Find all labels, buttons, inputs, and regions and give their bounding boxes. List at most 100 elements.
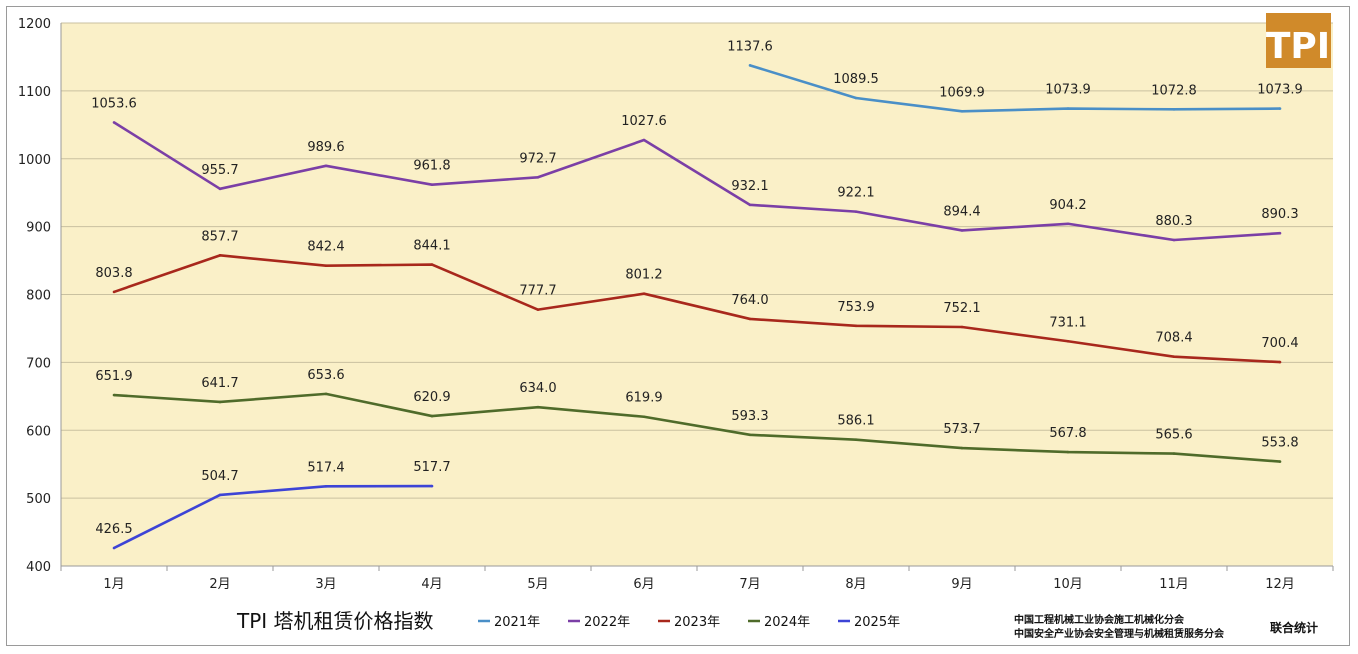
series-line-2022年 xyxy=(113,121,1281,242)
data-point xyxy=(748,64,752,67)
data-point xyxy=(642,138,646,142)
legend-label: 2025年 xyxy=(854,615,900,630)
data-label: 1137.6 xyxy=(727,39,773,54)
data-point xyxy=(1172,452,1176,455)
data-point xyxy=(854,438,858,441)
data-label: 932.1 xyxy=(731,179,768,194)
data-label: 567.8 xyxy=(1049,426,1086,441)
y-tick-label: 600 xyxy=(26,424,51,439)
data-label: 1073.9 xyxy=(1257,83,1303,98)
data-label: 573.7 xyxy=(943,422,980,437)
tpi-logo: TPI xyxy=(1266,13,1331,68)
data-point xyxy=(218,254,222,257)
data-labels: 1137.6 1089.5 1069.9 1073.9 1072.8 1073.9 1053… xyxy=(91,39,1303,537)
x-tick-label: 4月 xyxy=(421,577,442,592)
data-point xyxy=(112,546,116,550)
data-label: 955.7 xyxy=(201,163,238,178)
data-point xyxy=(1278,460,1282,463)
data-point xyxy=(218,400,222,404)
y-tick-label: 800 xyxy=(26,289,51,304)
org-line-2: 中国安全产业协会安全管理与机械租赁服务分会 xyxy=(1014,627,1224,640)
data-label: 586.1 xyxy=(837,414,874,429)
y-tick-label: 700 xyxy=(26,356,51,371)
series-line-2023年 xyxy=(113,254,1281,364)
data-point xyxy=(1172,108,1176,111)
data-label: 619.9 xyxy=(625,391,662,406)
data-point xyxy=(536,308,540,311)
data-label: 890.3 xyxy=(1261,207,1298,222)
legend: 2021年 2022年 2023年 2024年 2025年 xyxy=(478,615,900,630)
y-tick-label: 500 xyxy=(26,492,51,507)
data-point xyxy=(1278,107,1282,110)
data-label: 641.7 xyxy=(201,376,238,391)
data-label: 504.7 xyxy=(201,469,238,484)
data-label: 517.7 xyxy=(413,460,450,475)
data-point xyxy=(112,393,116,397)
x-tick-label: 9月 xyxy=(951,577,972,592)
x-tick-label: 3月 xyxy=(315,577,336,592)
data-point xyxy=(112,121,116,124)
data-point xyxy=(1066,222,1070,226)
data-label: 803.8 xyxy=(95,266,132,281)
series-lines xyxy=(112,64,1282,550)
data-point xyxy=(1172,355,1176,358)
data-point xyxy=(1066,107,1070,110)
data-label: 764.0 xyxy=(731,293,768,308)
data-point xyxy=(430,263,434,266)
x-tick-label: 11月 xyxy=(1159,577,1189,592)
data-point xyxy=(1066,339,1070,343)
x-tick-label: 2月 xyxy=(209,577,230,592)
data-label: 708.4 xyxy=(1155,331,1192,346)
data-label: 989.6 xyxy=(307,140,344,155)
series-line-2024年 xyxy=(113,392,1281,463)
data-point xyxy=(748,433,752,437)
x-tick-label: 5月 xyxy=(527,577,548,592)
data-point xyxy=(536,405,540,409)
data-label: 426.5 xyxy=(95,522,132,537)
data-point xyxy=(854,96,858,100)
data-label: 565.6 xyxy=(1155,428,1192,443)
data-label: 1072.8 xyxy=(1151,83,1197,98)
y-tick-label: 1100 xyxy=(18,85,51,100)
data-point xyxy=(112,290,116,294)
data-point xyxy=(324,264,328,268)
y-tick-label: 400 xyxy=(26,560,51,575)
data-point xyxy=(748,203,752,207)
series-line-2025年 xyxy=(113,484,433,550)
x-tick-label: 6月 xyxy=(633,577,654,592)
x-tick-label: 8月 xyxy=(845,577,866,592)
data-point xyxy=(430,484,434,488)
data-point xyxy=(960,325,964,329)
legend-label: 2021年 xyxy=(494,615,540,630)
data-label: 1089.5 xyxy=(833,72,879,87)
legend-label: 2024年 xyxy=(764,615,810,630)
data-point xyxy=(960,110,964,113)
x-tick-label: 1月 xyxy=(103,577,124,592)
data-point xyxy=(854,210,858,213)
y-tick-label: 1200 xyxy=(18,17,51,32)
data-point xyxy=(1066,450,1070,454)
series-line-2021年 xyxy=(749,64,1281,113)
data-label: 842.4 xyxy=(307,240,344,255)
data-label: 517.4 xyxy=(307,460,344,475)
data-label: 1053.6 xyxy=(91,96,137,111)
x-tick-label: 10月 xyxy=(1053,577,1083,592)
data-label: 553.8 xyxy=(1261,436,1298,451)
data-point xyxy=(324,392,328,396)
data-label: 651.9 xyxy=(95,369,132,384)
data-point xyxy=(430,183,434,186)
data-label: 620.9 xyxy=(413,390,450,405)
data-label: 894.4 xyxy=(943,204,980,219)
data-label: 753.9 xyxy=(837,300,874,315)
logo-text: TPI xyxy=(1266,26,1330,67)
chart-title: TPI 塔机租赁价格指数 xyxy=(236,609,434,633)
data-point xyxy=(218,187,222,191)
data-point xyxy=(642,415,646,419)
data-point xyxy=(642,292,646,295)
data-label: 752.1 xyxy=(943,301,980,316)
data-label: 844.1 xyxy=(413,239,450,254)
data-point xyxy=(960,229,964,232)
data-label: 972.7 xyxy=(519,151,556,166)
data-label: 1069.9 xyxy=(939,85,985,100)
